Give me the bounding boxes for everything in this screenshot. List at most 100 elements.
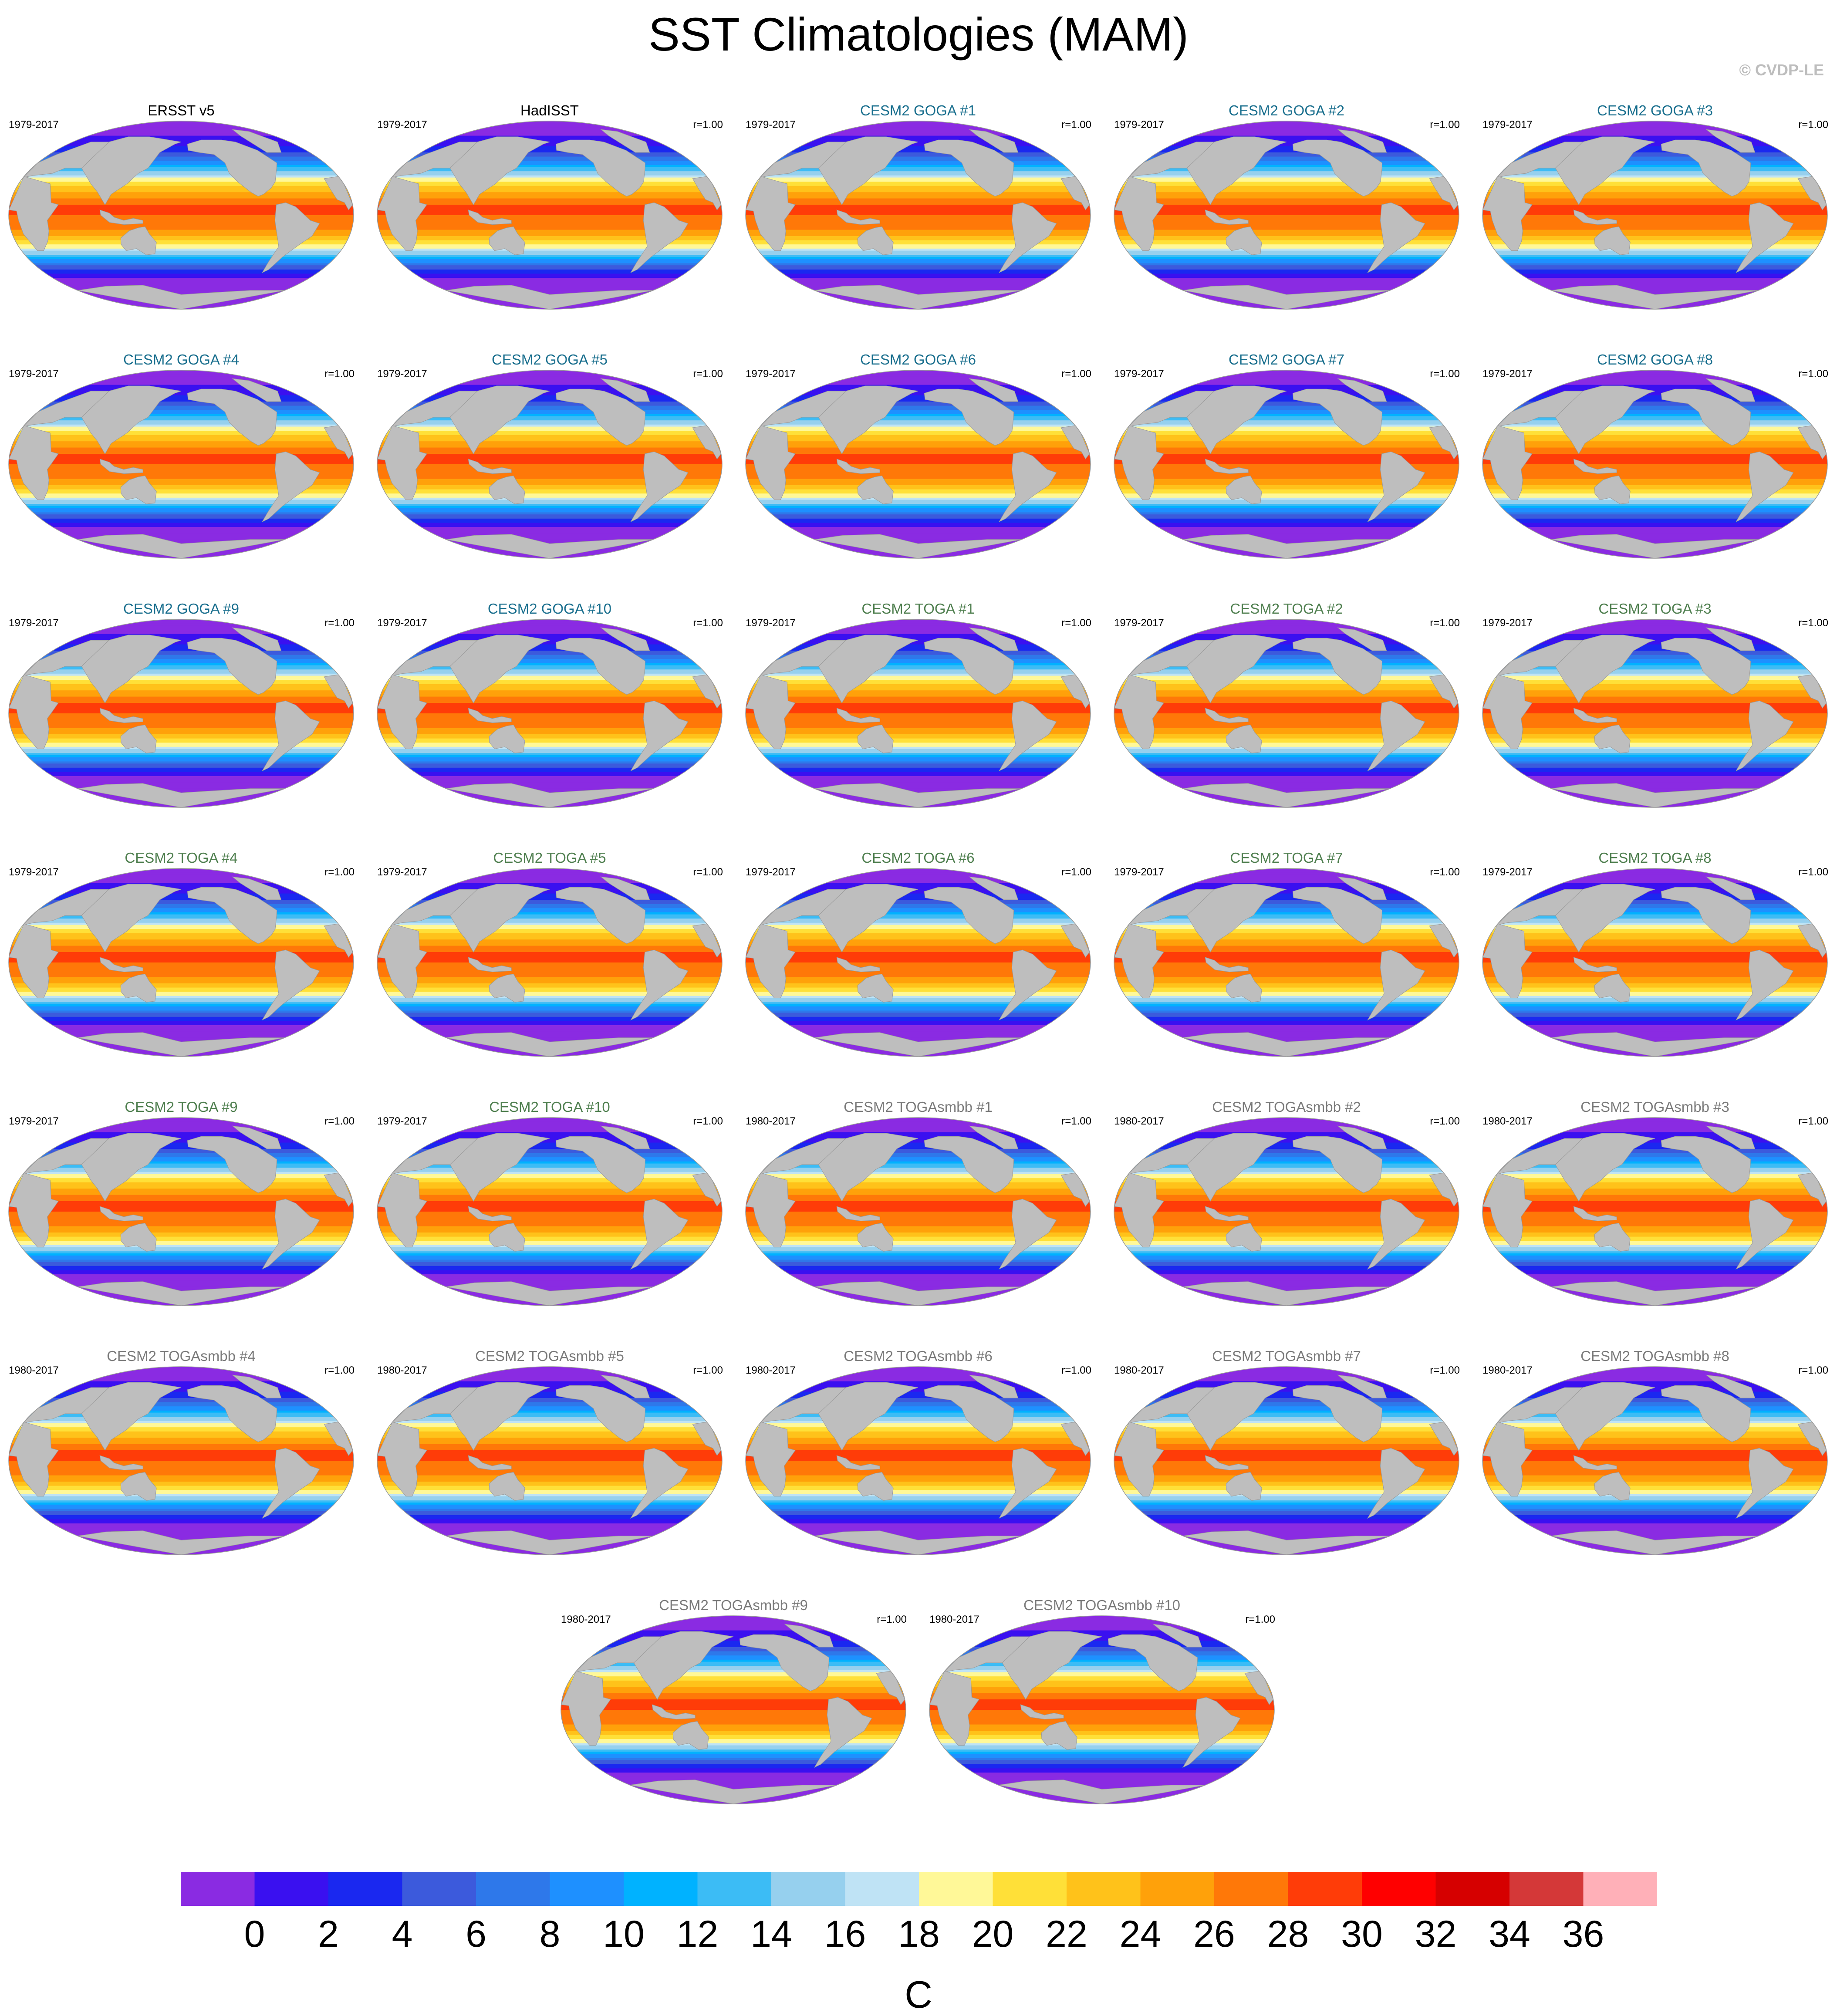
sst-band [9,265,354,268]
sst-band [9,623,354,626]
sst-band [746,121,1091,124]
sst-band [746,1226,1091,1229]
sst-band [1114,159,1459,161]
sst-band [1482,179,1827,182]
sst-band [1482,512,1827,515]
land-indonesia [1573,209,1617,225]
sst-band [1114,1402,1459,1405]
sst-band [1482,1140,1827,1143]
map-outline [8,370,354,559]
sst-band [1114,1272,1459,1275]
sst-band [746,1149,1091,1152]
sst-band [377,263,722,266]
land-australia [1594,1472,1631,1501]
land-australia [1226,724,1262,753]
sst-band [9,1128,354,1131]
panel-period: 1979-2017 [1114,617,1164,629]
sst-band [746,1517,1091,1520]
sst-band [9,1234,354,1237]
land-africa-east [9,425,59,500]
sst-band [746,870,1091,873]
sst-band [377,209,722,212]
sst-band [377,290,722,293]
sst-band [377,533,722,536]
land-antarctica [446,285,653,309]
sst-band [377,1490,722,1493]
sst-map [8,1117,354,1306]
sst-band [377,1178,722,1181]
sst-band [1482,770,1827,773]
sst-band [377,510,722,513]
sst-band [1482,719,1827,722]
sst-band [9,267,354,270]
sst-band [746,925,1091,928]
land-indonesia [1573,1455,1617,1471]
sst-band [746,1404,1091,1407]
sst-band [1482,669,1827,672]
sst-band [1482,133,1827,136]
sst-band [1482,424,1827,427]
sst-band [561,1701,906,1704]
sst-band [1114,1015,1459,1017]
sst-band [746,1191,1091,1193]
sst-band [1114,682,1459,685]
sst-band [377,669,722,672]
sst-band [561,1762,906,1765]
sst-band [746,1388,1091,1390]
sst-band [1482,703,1827,706]
sst-band [1482,1019,1827,1022]
sst-band [9,651,354,653]
sst-band [1482,1461,1827,1463]
sst-band [1482,132,1827,134]
sst-band [929,1714,1274,1717]
sst-band [9,393,354,396]
sst-band [1114,435,1459,438]
map-outline [745,370,1091,559]
colorbar-swatch [1214,1872,1288,1906]
panel-period: 1980-2017 [1482,1115,1533,1127]
sst-band [9,761,354,764]
panel-correlation: r=1.00 [1061,119,1091,131]
sst-band [377,500,722,503]
sst-band [1482,1511,1827,1513]
sst-band [377,177,722,180]
sst-band [746,1010,1091,1013]
sst-band [1114,1019,1459,1022]
sst-band [1114,948,1459,950]
sst-band [377,1209,722,1212]
sst-band [377,1142,722,1145]
sst-band [377,973,722,976]
sst-band [746,872,1091,875]
sst-band [746,998,1091,1001]
sst-band [377,133,722,136]
sst-band [929,1774,1274,1777]
sst-band [9,1241,354,1243]
sst-band [377,623,722,626]
land-antarctica [446,534,653,558]
sst-band [561,1726,906,1729]
sst-band [1114,1394,1459,1396]
sst-band [561,1745,906,1748]
sst-band [746,636,1091,638]
sst-band [1482,121,1827,124]
colorbar-tick-label: 6 [466,1913,486,1955]
land-south-america [1367,949,1425,1021]
sst-band [377,713,722,716]
sst-band [9,638,354,641]
sst-map [1114,1117,1459,1306]
sst-band [1482,690,1827,693]
sst-band [9,1182,354,1185]
land-africa-east [1482,425,1533,500]
sst-band [377,154,722,157]
sst-band [1114,537,1459,540]
sst-band [1482,722,1827,724]
map-panel: CESM2 GOGA #3 1979-2017 r=1.00 [1477,102,1833,320]
sst-band [929,1726,1274,1729]
sst-band [377,1128,722,1131]
colorbar-swatch [1583,1872,1657,1906]
sst-band [377,514,722,517]
sst-band [9,1419,354,1422]
sst-band [561,1768,906,1771]
land-eurasia-east [449,1133,550,1202]
sst-band [1114,759,1459,762]
